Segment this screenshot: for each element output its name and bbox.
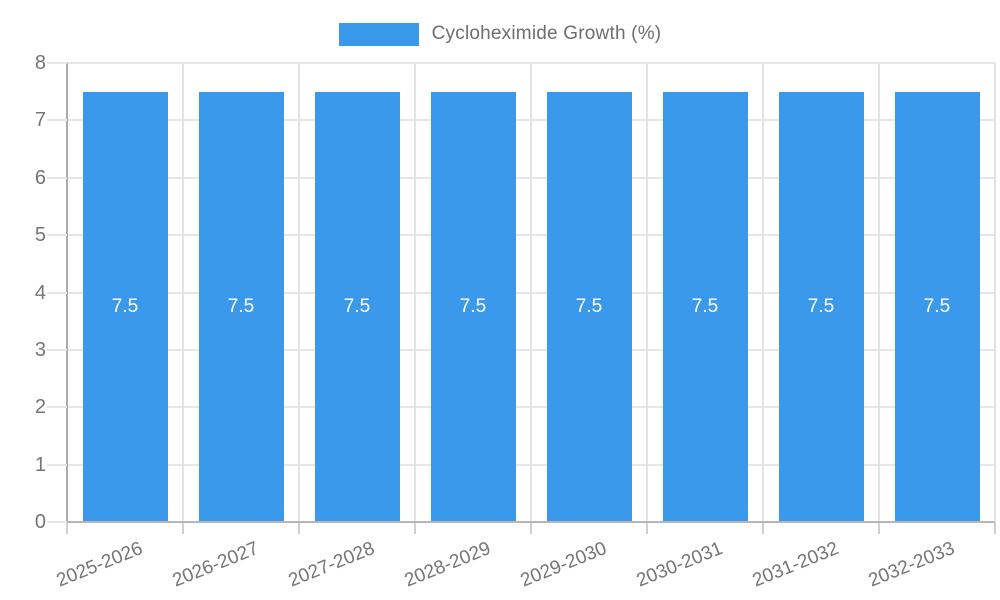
x-tick-label: 2031-2032	[749, 538, 842, 592]
y-tick-label: 6	[34, 166, 46, 189]
grid-line-v	[646, 63, 648, 522]
legend: Cycloheximide Growth (%)	[0, 19, 1000, 49]
y-tick-label: 1	[34, 453, 46, 476]
y-axis-tick	[47, 119, 67, 122]
x-tick-label: 2030-2031	[633, 538, 726, 592]
bar[interactable]	[894, 91, 980, 522]
x-axis-tick	[182, 523, 184, 534]
y-tick-label: 3	[34, 338, 46, 361]
plot-area: 7.5 7.5 7.5 7.5 7.5 7.5 7.5 7.5	[67, 62, 996, 522]
bar-value-label: 7.5	[575, 295, 603, 317]
x-axis-tick	[878, 523, 880, 534]
y-axis-tick	[47, 348, 67, 351]
x-tick-label: 2027-2028	[285, 538, 378, 592]
y-axis-tick	[47, 62, 67, 64]
x-axis-tick	[66, 523, 68, 534]
y-axis-tick	[47, 521, 67, 523]
bar-value-label: 7.5	[691, 295, 719, 317]
bar[interactable]	[662, 91, 748, 522]
x-tick-label: 2032-2033	[865, 538, 958, 592]
y-tick-label: 7	[34, 109, 46, 132]
grid-line-v	[530, 63, 532, 522]
x-axis-tick	[530, 523, 532, 534]
x-tick-label: 2026-2027	[169, 538, 262, 592]
bar[interactable]	[778, 91, 864, 522]
bar-value-label: 7.5	[923, 295, 951, 317]
legend-label: Cycloheximide Growth (%)	[431, 23, 662, 44]
grid-line-v	[414, 63, 416, 522]
y-tick-label: 2	[34, 396, 46, 419]
bar-value-label: 7.5	[459, 295, 487, 317]
x-axis-tick	[298, 523, 300, 534]
grid-line-v	[878, 63, 880, 522]
x-axis-tick	[762, 523, 764, 534]
x-axis-tick	[414, 523, 416, 534]
x-tick-label: 2028-2029	[401, 538, 494, 592]
x-tick-label: 2029-2030	[517, 538, 610, 592]
y-axis-tick	[47, 463, 67, 466]
bar-value-label: 7.5	[111, 295, 139, 317]
legend-swatch	[338, 22, 419, 46]
x-tick-label: 2025-2026	[53, 538, 146, 592]
y-axis-line	[66, 63, 68, 523]
y-axis-tick	[47, 234, 67, 237]
grid-line-v	[298, 63, 300, 522]
y-tick-label: 5	[34, 224, 46, 247]
bar[interactable]	[430, 91, 516, 522]
y-tick-label: 8	[34, 52, 46, 74]
x-axis-tick	[646, 523, 648, 534]
grid-line-v	[994, 63, 996, 522]
x-axis-tick	[994, 523, 996, 534]
y-axis-tick	[47, 406, 67, 409]
x-axis-line	[66, 521, 995, 523]
bar[interactable]	[314, 91, 400, 522]
grid-line-v	[762, 63, 764, 522]
bar[interactable]	[82, 91, 168, 522]
y-tick-label: 4	[34, 281, 46, 304]
bar-value-label: 7.5	[227, 295, 255, 317]
y-tick-label: 0	[34, 511, 46, 533]
bar[interactable]	[198, 91, 284, 522]
grid-line-v	[182, 63, 184, 522]
bar[interactable]	[546, 91, 632, 522]
bar-value-label: 7.5	[343, 295, 371, 317]
y-axis-tick	[47, 176, 67, 179]
bar-value-label: 7.5	[807, 295, 835, 317]
y-axis-tick	[47, 291, 67, 294]
